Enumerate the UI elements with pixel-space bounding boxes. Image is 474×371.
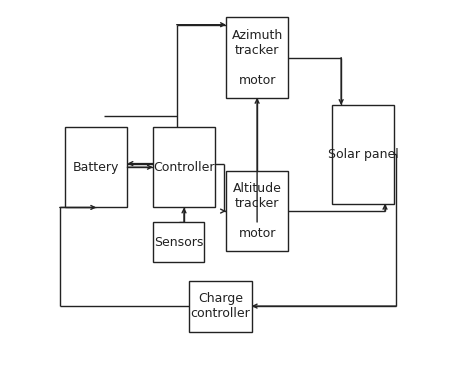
Text: Charge
controller: Charge controller bbox=[191, 292, 250, 320]
Text: Solar panel: Solar panel bbox=[328, 148, 399, 161]
Text: Controller: Controller bbox=[153, 161, 215, 174]
Bar bbox=[153, 222, 204, 262]
Text: Battery: Battery bbox=[73, 161, 119, 174]
Bar bbox=[65, 127, 128, 207]
Bar bbox=[226, 171, 288, 251]
Bar bbox=[190, 280, 252, 332]
Text: Altitude
tracker

motor: Altitude tracker motor bbox=[233, 182, 282, 240]
Text: Sensors: Sensors bbox=[154, 236, 203, 249]
Bar bbox=[332, 105, 394, 204]
Bar bbox=[153, 127, 215, 207]
Text: Azimuth
tracker

motor: Azimuth tracker motor bbox=[231, 29, 283, 86]
Bar bbox=[226, 17, 288, 98]
